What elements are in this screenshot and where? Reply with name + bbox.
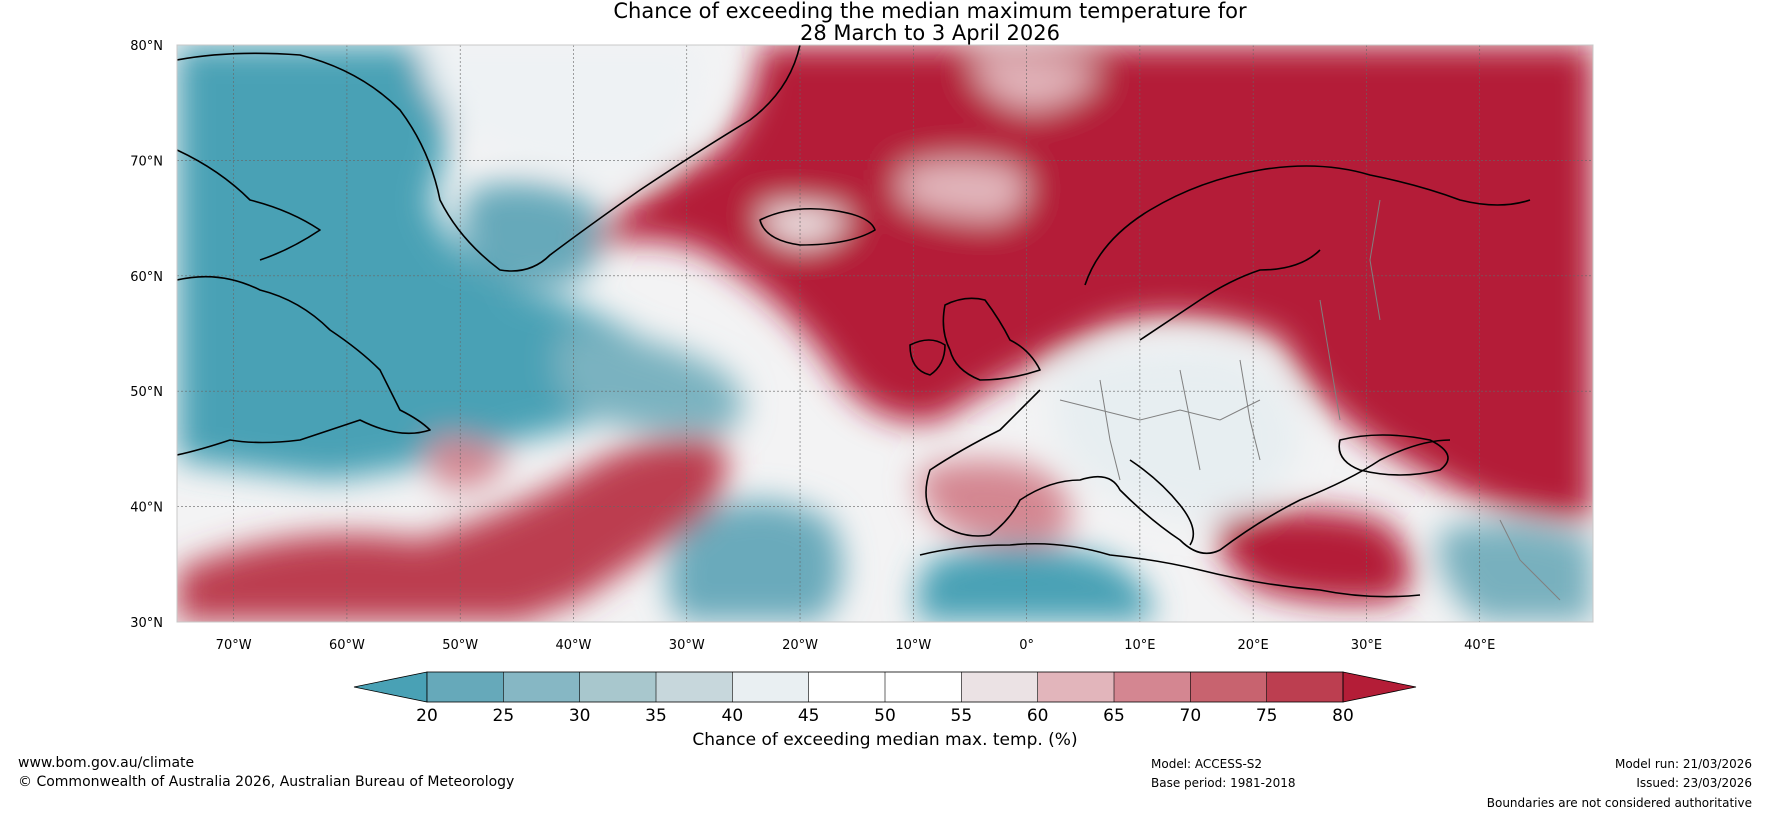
field-warm-iberia-med: [918, 460, 1072, 544]
colorbar-tick-label: 35: [645, 706, 667, 726]
coast-iceland: [759, 207, 876, 246]
longitude-tick-label: 50°W: [442, 638, 478, 653]
colorbar-tick-label: 60: [1027, 706, 1049, 726]
chart-title-line1: Chance of exceeding the median maximum t…: [613, 0, 1247, 23]
longitude-tick-label: 30°W: [669, 638, 705, 653]
coast-uk: [942, 297, 1041, 381]
latitude-tick-label: 40°N: [130, 501, 163, 516]
colorbar-tick-label: 40: [722, 706, 744, 726]
colorbar-tick-label: 20: [416, 706, 438, 726]
field-warm-subtropical-band: [177, 437, 727, 622]
longitude-tick-label: 10°E: [1124, 638, 1155, 653]
footer-model: Model: ACCESS-S2: [1151, 757, 1263, 771]
colorbar: [353, 671, 1417, 703]
border-line: [1099, 379, 1121, 481]
footer-model-run: Model run: 21/03/2026: [1614, 757, 1752, 771]
coast-labrador: [177, 275, 431, 456]
longitude-labels: 70°W 60°W 50°W 40°W 30°W 20°W 10°W 0° 10°E 20°E 30…: [216, 638, 1496, 653]
field-cool-middle-east: [1438, 522, 1593, 622]
chart-title-line2: 28 March to 3 April 2026: [800, 21, 1060, 45]
coast-italy: [1129, 459, 1195, 546]
longitude-tick-label: 10°W: [895, 638, 931, 653]
footer-base-period: Base period: 1981-2018: [1151, 776, 1296, 790]
country-borders: [1059, 199, 1561, 601]
colorbar-extend-low: [353, 671, 428, 703]
colorbar-tick-label: 45: [798, 706, 820, 726]
border-line: [1319, 299, 1341, 421]
longitude-tick-label: 30°E: [1351, 638, 1382, 653]
footer-disclaimer: Boundaries are not considered authoritat…: [1486, 796, 1752, 810]
colorbar-segment: [961, 672, 1038, 702]
coast-continental-europe: [925, 389, 1451, 555]
colorbar-tick-label: 65: [1103, 706, 1125, 726]
colorbar-segment: [503, 672, 580, 702]
colorbar-tick-label: 25: [493, 706, 515, 726]
coast-baffin: [177, 149, 321, 261]
field-light-greenland: [420, 45, 702, 172]
colorbar-extend-high: [1342, 671, 1417, 703]
field-light-barents: [970, 56, 1100, 110]
colorbar-tick-label: 70: [1180, 706, 1202, 726]
field-cool-subtropics: [667, 500, 843, 622]
latitude-tick-label: 50°N: [130, 385, 163, 400]
border-line: [1179, 369, 1201, 471]
probability-field: [177, 45, 1593, 622]
longitude-tick-label: 40°E: [1464, 638, 1495, 653]
coastlines: [177, 45, 1531, 598]
coast-ireland: [909, 339, 946, 376]
longitude-tick-label: 20°W: [782, 638, 818, 653]
latitude-tick-label: 70°N: [130, 154, 163, 169]
colorbar-tick-label: 75: [1256, 706, 1278, 726]
colorbar-segment: [656, 672, 733, 702]
field-light-iceland: [760, 206, 850, 245]
latitude-tick-label: 30°N: [130, 616, 163, 631]
field-light-europe: [1053, 347, 1300, 520]
coast-greenland: [177, 45, 801, 272]
coast-black-sea: [1338, 434, 1449, 476]
colorbar-segment: [1114, 672, 1191, 702]
footer-copyright: © Commonwealth of Australia 2026, Austra…: [18, 774, 515, 790]
colorbar-segment: [732, 672, 809, 702]
border-line: [1059, 399, 1261, 421]
colorbar-label: Chance of exceeding median max. temp. (%…: [692, 730, 1077, 750]
map-frame: [176, 44, 1594, 623]
field-light-norway-sea: [900, 160, 1027, 220]
latitude-tick-label: 60°N: [130, 270, 163, 285]
latitude-labels: 80°N 70°N 60°N 50°N 40°N 30°N: [130, 39, 163, 631]
field-cool-north-africa: [916, 545, 1152, 622]
map-area: [177, 45, 1593, 622]
colorbar-tick-labels: 20 25 30 35 40 45 50 55 60 65 70 75 80: [416, 706, 1354, 726]
colorbar-segment: [427, 672, 504, 702]
field-cool-greenland-south: [462, 182, 603, 288]
colorbar-segment: [1190, 672, 1267, 702]
longitude-tick-label: 40°W: [556, 638, 592, 653]
colorbar-tick-label: 55: [951, 706, 973, 726]
footer-issued: Issued: 23/03/2026: [1636, 776, 1752, 790]
border-line: [1239, 359, 1261, 461]
field-warm-east-med: [1218, 510, 1412, 604]
border-line: [1499, 519, 1561, 601]
colorbar-tick-label: 80: [1332, 706, 1354, 726]
field-warm-mid-atlantic: [427, 437, 510, 490]
colorbar-segment: [1266, 672, 1343, 702]
colorbar-segment: [808, 672, 885, 702]
field-cool-central-atlantic: [555, 330, 743, 434]
longitude-tick-label: 60°W: [329, 638, 365, 653]
colorbar-segment: [579, 672, 656, 702]
longitude-tick-label: 20°E: [1238, 638, 1269, 653]
colorbar-tick-label: 50: [874, 706, 896, 726]
longitude-tick-label: 0°: [1019, 638, 1034, 653]
colorbar-segment: [885, 672, 962, 702]
colorbar-tick-label: 30: [569, 706, 591, 726]
footer-website: www.bom.gov.au/climate: [18, 755, 195, 771]
latitude-tick-label: 80°N: [130, 39, 163, 54]
coast-scandinavia: [1084, 165, 1531, 286]
longitude-tick-label: 70°W: [216, 638, 252, 653]
graticule: [177, 45, 1593, 622]
colorbar-segment: [1037, 672, 1114, 702]
coast-north-africa: [919, 542, 1421, 598]
border-line: [1369, 199, 1381, 321]
coast-baltic: [1139, 249, 1321, 341]
